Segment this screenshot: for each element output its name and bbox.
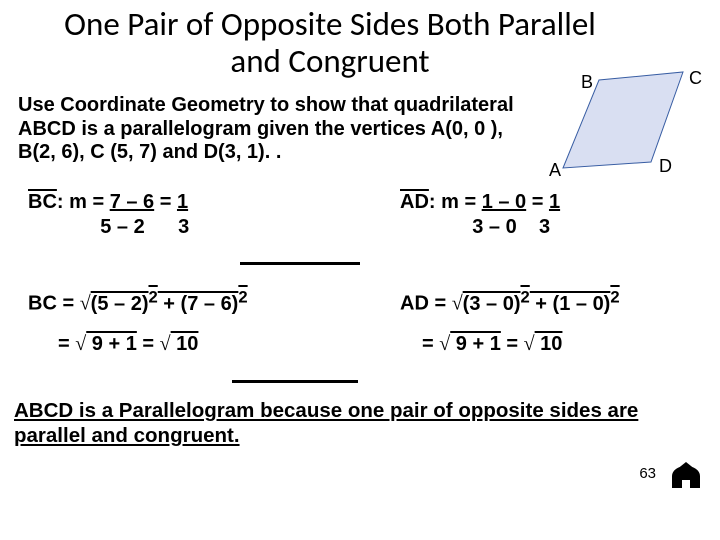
vertex-label-c: C — [689, 68, 702, 89]
ad-bar: AD — [400, 191, 429, 213]
conclusion: ABCD is a Parallelogram because one pair… — [14, 398, 694, 448]
parallelogram-svg — [555, 70, 705, 190]
vertex-label-a: A — [549, 160, 561, 181]
problem-statement: Use Coordinate Geometry to show that qua… — [18, 94, 538, 165]
page-number: 63 — [639, 465, 656, 482]
bc-bar: BC — [28, 191, 57, 213]
ad-slope: AD: m = 1 – 0 = 1 3 – 0 3 — [400, 190, 560, 240]
return-icon[interactable] — [666, 462, 706, 494]
parallelogram-diagram: B C A D — [555, 70, 705, 190]
divider-1 — [240, 262, 360, 265]
bc-slope: BC: m = 7 – 6 = 1 5 – 2 3 — [28, 190, 189, 240]
vertex-label-d: D — [659, 156, 672, 177]
slide-title: One Pair of Opposite Sides Both Parallel… — [60, 6, 600, 80]
bc-root: = √ 9 + 1 = √ 10 — [58, 332, 198, 357]
ad-distance: AD = √(3 – 0)2 + (1 – 0)2 — [400, 287, 620, 317]
divider-2 — [232, 380, 358, 383]
bc-distance: BC = √(5 – 2)2 + (7 – 6)2 — [28, 287, 248, 317]
ad-root: = √ 9 + 1 = √ 10 — [422, 332, 562, 357]
vertex-label-b: B — [581, 72, 593, 93]
